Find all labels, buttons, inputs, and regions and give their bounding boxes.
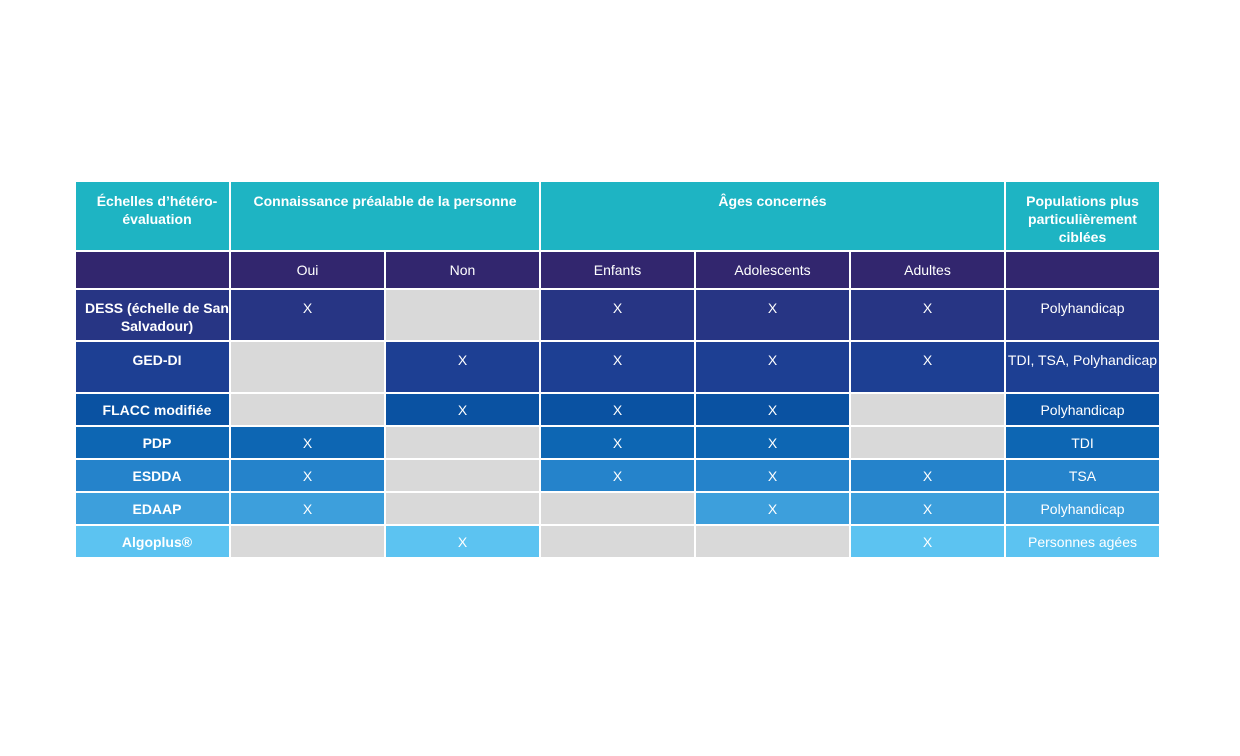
table-row: EDAAP X X X Polyhandicap [76,493,1159,524]
cell-enfants [541,526,694,557]
cell-adolescents [696,526,849,557]
scale-name: DESS (échelle de San Salvadour) [76,290,229,340]
cell-non [386,427,539,458]
table-row: FLACC modifiée X X X Polyhandicap [76,394,1159,425]
cell-adultes [851,394,1004,425]
subheader-oui: Oui [231,252,384,288]
cell-non [386,460,539,491]
cell-populations: TDI [1006,427,1159,458]
cell-adolescents: X [696,427,849,458]
header-row: Échelles d’hétéro-évaluation Connaissanc… [76,182,1159,250]
cell-populations: TDI, TSA, Polyhandicap [1006,342,1159,392]
cell-oui [231,342,384,392]
cell-oui [231,526,384,557]
cell-populations: Polyhandicap [1006,290,1159,340]
header-ages: Âges concernés [541,182,1004,250]
cell-adolescents: X [696,394,849,425]
cell-populations: TSA [1006,460,1159,491]
scale-name: GED-DI [76,342,229,392]
cell-enfants: X [541,460,694,491]
cell-adultes: X [851,526,1004,557]
cell-non: X [386,342,539,392]
cell-oui: X [231,460,384,491]
cell-adultes: X [851,290,1004,340]
cell-enfants: X [541,427,694,458]
cell-adolescents: X [696,290,849,340]
cell-oui [231,394,384,425]
cell-populations: Personnes agées [1006,526,1159,557]
header-populations: Populations plus particulièrement ciblée… [1006,182,1159,250]
subheader-enfants: Enfants [541,252,694,288]
scale-name: Algoplus® [76,526,229,557]
table-row: DESS (échelle de San Salvadour) X X X X Polyh… [76,290,1159,340]
subheader-adultes: Adultes [851,252,1004,288]
header-scale: Échelles d’hétéro-évaluation [76,182,229,250]
cell-non: X [386,526,539,557]
cell-non [386,493,539,524]
header-prior-knowledge: Connaissance préalable de la personne [231,182,539,250]
subheader-empty [76,252,229,288]
cell-adolescents: X [696,342,849,392]
cell-adultes: X [851,342,1004,392]
subheader-row: Oui Non Enfants Adolescents Adultes [76,252,1159,288]
scale-name: EDAAP [76,493,229,524]
subheader-adolescents: Adolescents [696,252,849,288]
table-row: Algoplus® X X Personnes agées [76,526,1159,557]
cell-oui: X [231,290,384,340]
table-row: PDP X X X TDI [76,427,1159,458]
cell-populations: Polyhandicap [1006,493,1159,524]
cell-enfants [541,493,694,524]
cell-populations: Polyhandicap [1006,394,1159,425]
cell-adolescents: X [696,493,849,524]
pain-scales-table: Échelles d’hétéro-évaluation Connaissanc… [74,180,1161,559]
cell-adolescents: X [696,460,849,491]
scale-name: FLACC modifiée [76,394,229,425]
cell-oui: X [231,427,384,458]
cell-adultes: X [851,460,1004,491]
scale-name: ESDDA [76,460,229,491]
cell-enfants: X [541,342,694,392]
cell-non [386,290,539,340]
cell-enfants: X [541,394,694,425]
cell-non: X [386,394,539,425]
cell-oui: X [231,493,384,524]
cell-adultes [851,427,1004,458]
cell-adultes: X [851,493,1004,524]
scale-name: PDP [76,427,229,458]
table-row: ESDDA X X X X TSA [76,460,1159,491]
table-row: GED-DI X X X X TDI, TSA, Polyhandicap [76,342,1159,392]
cell-enfants: X [541,290,694,340]
subheader-populations-empty [1006,252,1159,288]
subheader-non: Non [386,252,539,288]
